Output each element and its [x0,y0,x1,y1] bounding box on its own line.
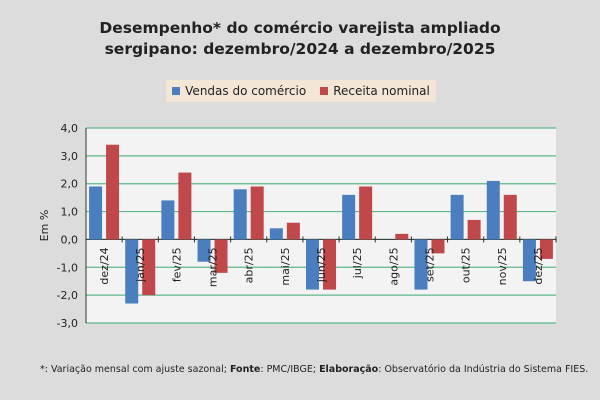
x-tick-label: dez/25 [532,247,545,284]
x-tick-label: mai/25 [279,247,292,285]
footer-text: : PMC/IBGE; [260,364,320,375]
y-tick-label: -1,0 [57,261,78,274]
x-tick-label: fev/25 [170,247,183,282]
bar-vendas [161,200,175,240]
footer-bold: Fonte [229,364,261,375]
bar-vendas [414,239,428,290]
bar-vendas [233,189,247,240]
bar-receita [503,194,517,240]
x-tick-label: jun/25 [315,247,328,283]
bar-receita [431,239,445,254]
bar-receita [178,172,192,240]
x-tick-label: dez/24 [98,247,111,284]
plot-area [86,128,556,323]
x-tick-label: mar/25 [207,247,220,287]
x-tick-label: set/25 [423,247,436,282]
legend-swatch [172,87,181,95]
y-axis-label: Em % [38,210,51,242]
legend-label: Receita nominal [333,84,430,98]
x-tick-label: abr/25 [243,247,256,283]
bar-receita [250,186,264,240]
footer-note: *: Variação mensal com ajuste sazonal; F… [40,364,588,375]
footer-text: *: Variação mensal com ajuste sazonal; [40,364,230,375]
y-tick-label: 1,0 [61,206,79,219]
y-tick-label: 0,0 [61,233,79,246]
y-tick-label: -2,0 [57,289,78,302]
legend-label: Vendas do comércio [185,84,307,98]
bar-vendas [306,239,319,290]
x-tick-label: nov/25 [496,247,509,285]
y-tick-label: -3,0 [57,317,78,330]
bar-vendas [486,180,500,240]
x-tick-label: jan/25 [134,247,147,282]
bar-vendas [197,239,211,262]
bar-receita [214,239,228,273]
bar-vendas [269,228,283,240]
bar-receita [142,239,156,296]
bar-vendas [89,186,103,240]
title-line-1: Desempenho* do comércio varejista amplia… [99,19,501,37]
y-tick-label: 3,0 [61,150,79,163]
footer-bold: Elaboração [319,364,379,375]
legend-item-receita: Receita nominal [320,84,430,98]
x-tick-label: jul/25 [351,247,364,279]
bar-vendas [522,239,536,282]
x-tick-label: out/25 [460,247,473,283]
bar-receita [467,219,481,240]
x-tick-label: ago/25 [387,247,400,285]
bar-vendas [342,194,356,240]
y-tick-label: 2,0 [61,178,79,191]
bar-receita [539,239,553,259]
legend: Vendas do comércio Receita nominal [166,80,436,102]
title-line-2: sergipano: dezembro/2024 a dezembro/2025 [104,40,496,58]
y-tick-label: 4,0 [61,122,79,135]
bar-vendas [450,194,464,240]
legend-swatch [320,87,329,95]
chart-title: Desempenho* do comércio varejista amplia… [0,18,600,60]
bar-receita [359,186,373,240]
footer-text: : Observatório da Indústria do Sistema F… [378,364,589,375]
bar-receita [106,144,120,240]
bar-receita [323,239,336,290]
bar-receita [395,233,409,240]
bar-vendas [125,239,139,304]
legend-item-vendas: Vendas do comércio [172,84,306,98]
bar-receita [286,222,300,240]
